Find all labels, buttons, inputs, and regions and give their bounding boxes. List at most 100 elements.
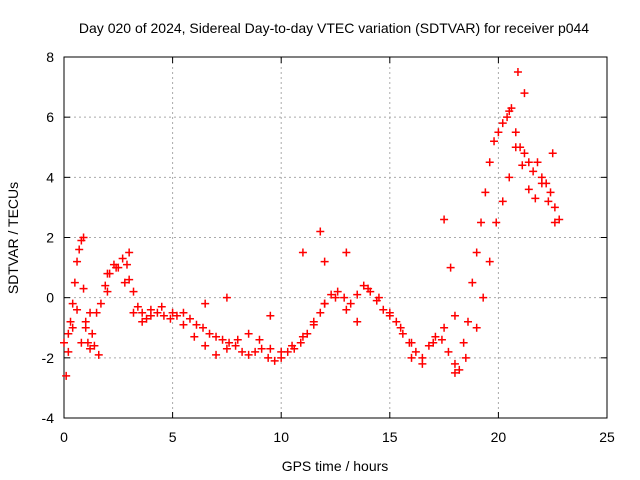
data-point: [255, 335, 264, 344]
data-point: [298, 248, 307, 257]
data-point: [159, 311, 168, 320]
data-point: [264, 353, 273, 362]
data-point: [103, 269, 112, 278]
data-point: [142, 314, 151, 323]
data-point: [157, 302, 166, 311]
data-point: [531, 194, 540, 203]
data-point: [298, 332, 307, 341]
data-point: [94, 350, 103, 359]
data-point: [392, 317, 401, 326]
data-point: [288, 341, 297, 350]
data-point: [201, 299, 210, 308]
data-point: [222, 293, 231, 302]
data-point: [505, 107, 514, 116]
data-point: [431, 332, 440, 341]
data-point: [407, 338, 416, 347]
data-point: [524, 185, 533, 194]
data-point: [270, 356, 279, 365]
data-point: [544, 197, 553, 206]
data-point: [88, 329, 97, 338]
data-point: [125, 275, 134, 284]
data-point: [333, 287, 342, 296]
data-point: [340, 293, 349, 302]
data-point: [75, 245, 84, 254]
data-point: [73, 305, 82, 314]
data-point: [468, 278, 477, 287]
data-point: [201, 341, 210, 350]
data-point: [179, 308, 188, 317]
data-point: [316, 308, 325, 317]
data-point: [550, 203, 559, 212]
data-point: [546, 188, 555, 197]
data-point: [316, 227, 325, 236]
data-point: [68, 299, 77, 308]
axis-ticks: 0 5 10 15 20 25 -4 -2 0 2 4 6 8: [42, 49, 615, 445]
data-point: [303, 329, 312, 338]
data-point: [418, 353, 427, 362]
data-point: [212, 332, 221, 341]
x-tick-label: 5: [169, 429, 177, 445]
grid: [64, 57, 607, 418]
data-point: [424, 341, 433, 350]
data-point: [477, 218, 486, 227]
data-point: [485, 158, 494, 167]
data-point: [225, 338, 234, 347]
data-point: [429, 338, 438, 347]
data-point: [81, 323, 90, 332]
data-point: [353, 317, 362, 326]
data-point: [60, 338, 68, 347]
data-point: [212, 350, 221, 359]
data-point: [353, 290, 362, 299]
data-point: [518, 161, 527, 170]
data-point: [440, 215, 449, 224]
data-point: [79, 233, 88, 242]
data-point: [192, 320, 201, 329]
data-point: [385, 308, 394, 317]
data-point: [251, 347, 260, 356]
data-point: [86, 308, 95, 317]
y-tick-label: -2: [42, 350, 55, 366]
data-point: [374, 293, 383, 302]
data-point: [498, 119, 507, 128]
data-point: [96, 299, 105, 308]
data-point: [490, 137, 499, 146]
y-tick-label: 8: [46, 49, 54, 65]
data-point: [133, 302, 142, 311]
data-point: [524, 158, 533, 167]
data-point: [472, 248, 481, 257]
data-point: [68, 323, 77, 332]
data-point: [437, 335, 446, 344]
data-point: [309, 320, 318, 329]
data-point: [222, 344, 231, 353]
data-point: [90, 341, 99, 350]
data-point: [205, 329, 214, 338]
data-point: [101, 281, 110, 290]
data-point: [64, 329, 73, 338]
data-point: [485, 257, 494, 266]
x-tick-label: 25: [599, 429, 615, 445]
data-point: [266, 311, 275, 320]
y-tick-label: 6: [46, 109, 54, 125]
data-point: [498, 197, 507, 206]
data-point: [146, 311, 155, 320]
data-point: [555, 215, 564, 224]
data-point: [79, 284, 88, 293]
data-point: [450, 368, 459, 377]
y-tick-label: 4: [46, 169, 54, 185]
data-point: [550, 218, 559, 227]
data-point: [513, 68, 522, 77]
data-point: [179, 320, 188, 329]
data-point: [244, 350, 253, 359]
data-point: [359, 281, 368, 290]
data-point: [327, 290, 336, 299]
data-point: [118, 254, 127, 263]
data-point: [103, 287, 112, 296]
y-tick-label: -4: [42, 410, 55, 426]
x-tick-label: 15: [382, 429, 398, 445]
data-point: [233, 335, 242, 344]
y-axis-label: SDTVAR / TECUs: [5, 182, 21, 294]
data-point: [166, 314, 175, 323]
data-point: [505, 173, 514, 182]
x-tick-label: 10: [273, 429, 289, 445]
